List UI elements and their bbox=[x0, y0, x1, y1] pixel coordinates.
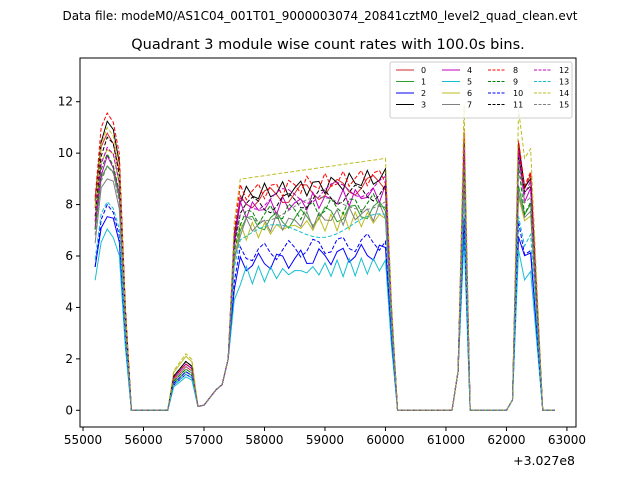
series-line-8 bbox=[94, 111, 555, 411]
series-line-2 bbox=[94, 216, 555, 411]
series-line-6 bbox=[94, 148, 555, 411]
legend-label: 0 bbox=[421, 66, 426, 75]
legend-label: 14 bbox=[559, 89, 569, 98]
legend-label: 1 bbox=[421, 78, 426, 87]
y-tick-label: 8 bbox=[65, 198, 73, 212]
x-tick-label: 61000 bbox=[427, 433, 465, 447]
x-axis: 55000 56000 57000 58000 59000 60000 61000 62000… bbox=[64, 427, 586, 447]
x-tick-label: 62000 bbox=[487, 433, 525, 447]
y-axis: 0 2 4 6 8 10 12 bbox=[58, 95, 80, 417]
y-tick-label: 0 bbox=[65, 403, 73, 417]
legend-label: 10 bbox=[513, 89, 523, 98]
series-line-1 bbox=[94, 165, 555, 411]
series-line-14 bbox=[94, 105, 555, 411]
x-tick-label: 58000 bbox=[245, 433, 283, 447]
y-tick-label: 4 bbox=[65, 300, 73, 314]
series-line-15 bbox=[94, 160, 555, 411]
x-tick-label: 60000 bbox=[366, 433, 404, 447]
legend-label: 8 bbox=[513, 66, 518, 75]
x-tick-label: 59000 bbox=[306, 433, 344, 447]
legend-label: 7 bbox=[467, 101, 472, 110]
x-tick-label: 56000 bbox=[124, 433, 162, 447]
x-tick-label: 57000 bbox=[185, 433, 223, 447]
legend-label: 12 bbox=[559, 66, 569, 75]
legend-label: 15 bbox=[559, 101, 569, 110]
legend-label: 9 bbox=[513, 78, 518, 87]
y-tick-label: 12 bbox=[58, 95, 73, 109]
x-tick-label: 63000 bbox=[548, 433, 586, 447]
series-line-13 bbox=[94, 199, 555, 411]
y-tick-label: 6 bbox=[65, 249, 73, 263]
legend-label: 5 bbox=[467, 78, 472, 87]
x-offset-text: +3.027e8 bbox=[513, 453, 575, 468]
legend-label: 6 bbox=[467, 89, 472, 98]
series-line-12 bbox=[94, 146, 555, 411]
y-tick-label: 10 bbox=[58, 146, 73, 160]
axes-frame bbox=[79, 57, 577, 428]
series-line-11 bbox=[94, 136, 555, 411]
series-line-10 bbox=[94, 203, 555, 411]
chart-title: Quadrant 3 module wise count rates with … bbox=[131, 37, 525, 53]
legend-label: 3 bbox=[421, 101, 426, 110]
series-line-3 bbox=[94, 120, 555, 411]
legend-label: 4 bbox=[467, 66, 472, 75]
legend-label: 2 bbox=[421, 89, 426, 98]
x-tick-label: 55000 bbox=[64, 433, 102, 447]
y-tick-label: 2 bbox=[65, 352, 73, 366]
legend-frame bbox=[389, 61, 573, 119]
chart-suptitle: Data file: modeM0/AS1C04_001T01_90000030… bbox=[62, 9, 577, 23]
series-layer bbox=[94, 105, 555, 411]
series-line-4 bbox=[94, 149, 555, 411]
series-line-0 bbox=[94, 131, 555, 411]
legend-label: 11 bbox=[513, 101, 523, 110]
legend-label: 13 bbox=[559, 78, 569, 87]
